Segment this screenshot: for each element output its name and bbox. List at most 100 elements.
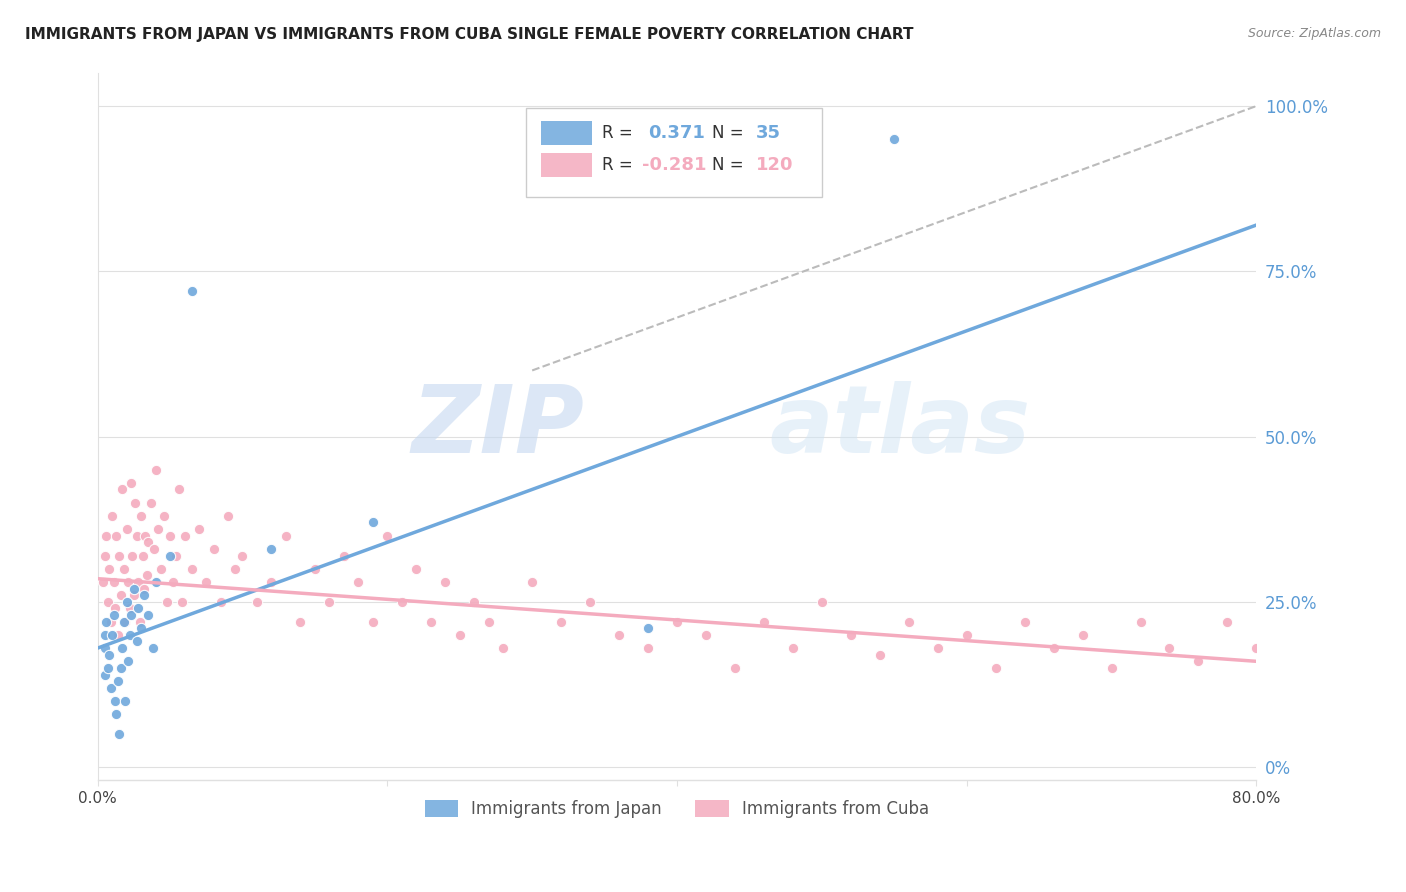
Point [98,648,121,662]
Point [260,541,283,556]
Point [112,562,135,576]
Point [115,522,138,536]
Text: R =: R = [602,156,638,174]
Point [1159,641,1181,656]
Point [162,574,184,589]
Point [100,615,122,629]
Point [188,522,211,536]
Point [333,549,356,563]
Point [1187,654,1209,668]
Point [108,549,131,563]
Point [1129,615,1152,629]
Point [1331,654,1354,668]
Point [129,621,152,635]
Point [104,601,127,615]
Point [114,694,136,708]
Point [127,574,149,589]
Point [153,508,176,523]
Point [724,661,747,675]
Text: N =: N = [711,124,748,142]
Point [132,588,155,602]
Point [134,529,156,543]
Point [1216,615,1239,629]
Point [101,508,124,523]
Point [1347,615,1369,629]
Point [897,615,920,629]
Point [217,508,239,523]
Point [231,549,253,563]
Point [94,628,117,642]
Text: atlas: atlas [769,381,1031,473]
Point [114,615,136,629]
Point [96,615,118,629]
Point [419,615,441,629]
Point [347,574,370,589]
Point [463,595,485,609]
Point [98,562,121,576]
Text: 120: 120 [756,156,793,174]
Point [124,496,146,510]
Point [111,483,134,497]
Point [135,568,157,582]
Point [94,641,117,656]
Point [156,595,179,609]
Point [145,462,167,476]
Point [111,641,134,656]
Point [103,608,125,623]
Text: N =: N = [711,156,748,174]
Point [96,529,118,543]
Point [1317,628,1340,642]
Point [142,641,165,656]
Point [246,595,269,609]
Point [1289,615,1312,629]
Point [449,628,471,642]
Point [666,615,689,629]
Point [122,582,145,596]
Point [1303,641,1326,656]
Point [1391,654,1406,668]
Point [122,588,145,602]
Text: Source: ZipAtlas.com: Source: ZipAtlas.com [1247,27,1381,40]
Point [209,595,232,609]
Point [579,595,602,609]
Point [141,496,163,510]
Point [927,641,949,656]
Point [132,582,155,596]
Point [118,601,141,615]
Point [202,541,225,556]
Point [180,284,202,298]
Point [115,595,138,609]
Point [1405,641,1406,656]
Text: IMMIGRANTS FROM JAPAN VS IMMIGRANTS FROM CUBA SINGLE FEMALE POVERTY CORRELATION : IMMIGRANTS FROM JAPAN VS IMMIGRANTS FROM… [25,27,914,42]
Point [637,641,659,656]
Point [120,608,142,623]
Point [361,516,384,530]
Point [492,641,515,656]
Point [103,574,125,589]
Point [150,562,173,576]
Point [165,549,187,563]
Point [1274,661,1296,675]
Text: 0.371: 0.371 [648,124,704,142]
Point [101,628,124,642]
Point [117,574,139,589]
Point [127,601,149,615]
Point [752,615,775,629]
Text: ZIP: ZIP [412,381,585,473]
Point [361,615,384,629]
Point [167,483,190,497]
Point [984,661,1007,675]
Point [478,615,501,629]
Point [100,681,122,695]
Point [180,562,202,576]
Point [143,541,166,556]
Point [304,562,326,576]
Point [110,661,132,675]
Point [637,621,659,635]
Point [129,508,152,523]
Point [1071,628,1094,642]
Point [195,574,218,589]
Point [138,535,160,549]
Point [1260,628,1282,642]
FancyBboxPatch shape [541,121,592,145]
